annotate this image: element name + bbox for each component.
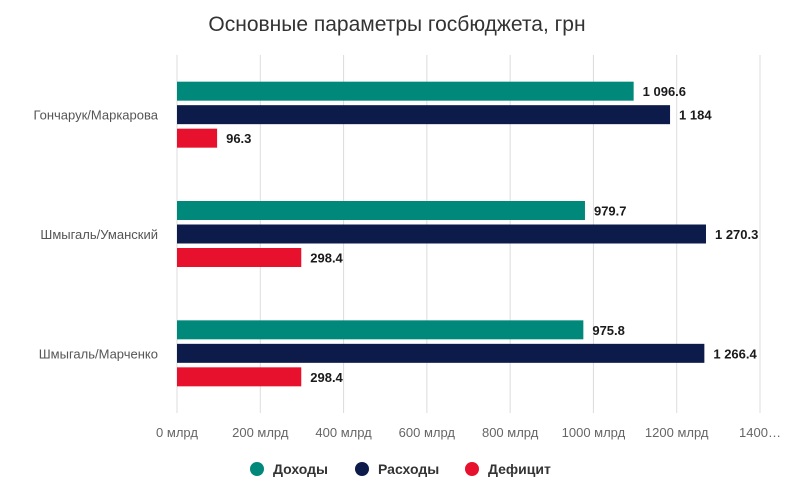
x-tick-label: 600 млрд — [399, 425, 456, 440]
bar-deficit — [177, 248, 302, 267]
bar-income — [177, 320, 584, 340]
bar-income — [177, 81, 634, 101]
legend-marker — [465, 462, 479, 476]
x-tick-label: 200 млрд — [232, 425, 289, 440]
x-tick-label: 400 млрд — [315, 425, 372, 440]
bar-expenses — [177, 224, 706, 244]
data-label: 975.8 — [592, 323, 625, 338]
category-label: Шмыгаль/Уманский — [40, 227, 158, 242]
legend-label: Расходы — [378, 461, 439, 477]
category-label: Гончарук/Маркарова — [33, 108, 158, 123]
data-label: 96.3 — [226, 131, 251, 146]
x-tick-label: 1400… — [739, 425, 781, 440]
legend-label: Дефицит — [488, 461, 551, 477]
category-labels: Гончарук/Маркарова Шмыгаль/Уманский Шмыгал… — [33, 108, 158, 362]
data-label: 298.4 — [310, 370, 343, 385]
category-label: Шмыгаль/Марченко — [39, 346, 158, 361]
x-tick-label: 1000 млрд — [562, 425, 626, 440]
data-label: 979.7 — [594, 204, 627, 219]
data-label: 1 270.3 — [715, 227, 758, 242]
chart-title: Основные параметры госбюджета, грн — [208, 13, 585, 36]
bar-expenses — [177, 105, 671, 125]
bar-income — [177, 201, 585, 220]
data-label: 1 096.6 — [643, 84, 686, 99]
legend: Доходы Расходы Дефицит — [250, 461, 551, 477]
legend-marker — [250, 462, 264, 476]
bar-deficit — [177, 128, 218, 148]
data-label: 298.4 — [310, 251, 343, 266]
data-label: 1 184 — [679, 108, 712, 123]
data-label: 1 266.4 — [713, 346, 757, 361]
x-tick-label: 1200 млрд — [645, 425, 709, 440]
bar-deficit — [177, 367, 302, 387]
bars: 1 096.6 1 184 96.3 979.7 1 270.3 298.4 975.8 1 … — [177, 81, 758, 387]
legend-label: Доходы — [273, 461, 328, 477]
x-axis-ticks: 0 млрд 200 млрд 400 млрд 600 млрд 800 млрд 10… — [156, 425, 781, 440]
legend-marker — [355, 462, 369, 476]
x-tick-label: 800 млрд — [482, 425, 539, 440]
bar-expenses — [177, 343, 705, 363]
x-tick-label: 0 млрд — [156, 425, 198, 440]
